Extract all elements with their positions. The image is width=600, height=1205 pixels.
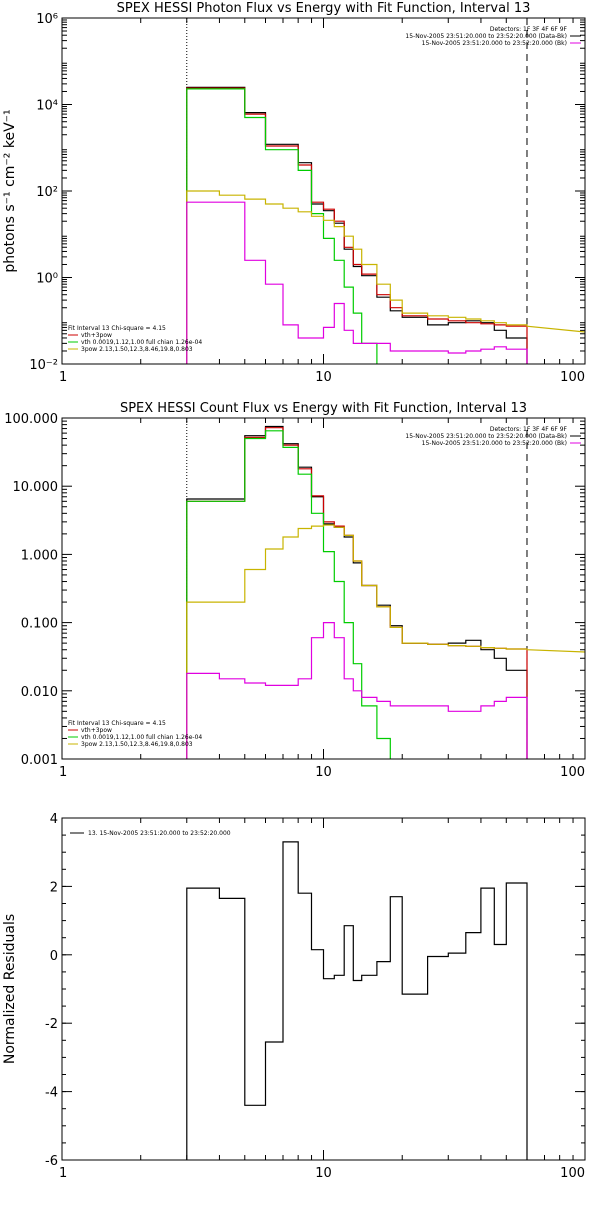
x-tick-label: 100: [560, 1166, 585, 1181]
y-axis-label: Normalized Residuals: [2, 914, 18, 1064]
x-tick-label: 1: [59, 370, 67, 385]
x-tick-label: 1: [59, 765, 67, 780]
legend-entry: 15-Nov-2005 23:51:20.000 to 23:52:20.000…: [405, 433, 567, 440]
legend-entry: vth 0.0019,1.12,1.00 full chian 1.26e-04: [81, 734, 202, 741]
detectors-legend-header: Detectors: 1F 3F 4F 6F 9F: [490, 426, 568, 433]
chart-title: SPEX HESSI Count Flux vs Energy with Fit…: [120, 401, 527, 416]
chart-panel-2: SPEX HESSI Count Flux vs Energy with Fit…: [4, 401, 586, 780]
y-axis-label: photons s⁻¹ cm⁻² keV⁻¹: [2, 109, 18, 272]
y-tick-label: 2: [50, 880, 58, 895]
x-tick-label: 10: [315, 765, 332, 780]
series-fit-total: [186, 427, 528, 759]
x-tick-label: 1: [59, 1166, 67, 1181]
x-tick-label: 10: [315, 1166, 332, 1181]
chart-title: SPEX HESSI Photon Flux vs Energy with Fi…: [117, 1, 531, 16]
series-thermal: [186, 430, 391, 759]
legend-entry: 15-Nov-2005 23:51:20.000 to 23:52:20.000…: [422, 40, 567, 47]
fit-legend-header: Fit Interval 13 Chi-square = 4.15: [68, 720, 166, 727]
legend-entry: 15-Nov-2005 23:51:20.000 to 23:52:20.000…: [405, 33, 567, 40]
y-tick-label: 10⁻²: [29, 358, 58, 373]
y-tick-label: 10²: [36, 185, 58, 200]
y-tick-label: 10⁰: [36, 272, 58, 287]
y-tick-label: 0.010: [21, 685, 58, 700]
detectors-legend-header: Detectors: 1F 3F 4F 6F 9F: [490, 26, 568, 33]
y-tick-label: 10⁴: [36, 99, 58, 114]
series-nonthermal: [186, 190, 585, 364]
plot-frame: [61, 17, 586, 365]
y-tick-label: 1.000: [21, 548, 58, 563]
y-tick-label: -2: [45, 1017, 58, 1032]
y-tick-label: -6: [45, 1154, 58, 1169]
fit-legend-header: Fit Interval 13 Chi-square = 4.15: [68, 325, 166, 332]
series-data: [186, 425, 528, 759]
x-tick-label: 100: [560, 765, 585, 780]
y-tick-label: -4: [45, 1086, 58, 1101]
y-tick-label: 0.001: [21, 753, 58, 768]
series-nonthermal: [186, 524, 585, 759]
y-tick-label: 0.100: [21, 617, 58, 632]
y-tick-label: 100.000: [4, 412, 58, 427]
chart-panel-1: SPEX HESSI Photon Flux vs Energy with Fi…: [2, 1, 586, 385]
chart-panel-3: Normalized Residuals 1 10 100 -6 -4 -2 0 2 4 13. 1…: [2, 812, 586, 1181]
y-tick-label: 4: [50, 812, 58, 827]
legend-entry: vth 0.0019,1.12,1.00 full chian 1.26e-04: [81, 339, 202, 346]
plot-frame: [61, 417, 586, 760]
series-residuals: [186, 841, 528, 1160]
x-tick-label: 100: [560, 370, 585, 385]
series-background: [186, 201, 528, 364]
y-tick-label: 10.000: [13, 480, 59, 495]
y-tick-label: 0: [50, 949, 58, 964]
legend-entry: 15-Nov-2005 23:51:20.000 to 23:52:20.000…: [422, 440, 567, 447]
legend-entry: 13. 15-Nov-2005 23:51:20.000 to 23:52:20…: [88, 830, 231, 837]
legend-entry: 3pow 2.13,1.50,12.3,8.46,19.8,0.803: [81, 741, 193, 748]
series-background: [186, 622, 528, 759]
legend-entry: 3pow 2.13,1.50,12.3,8.46,19.8,0.803: [81, 346, 193, 353]
series-thermal: [186, 88, 391, 364]
series-fit-total: [186, 87, 528, 364]
legend-entry: vth+3pow: [81, 332, 112, 339]
y-tick-label: 10⁶: [36, 12, 58, 27]
legend-entry: vth+3pow: [81, 727, 112, 734]
series-group: [186, 425, 585, 759]
series-group: [186, 86, 585, 364]
x-tick-label: 10: [315, 370, 332, 385]
plot-frame: [61, 817, 586, 1161]
series-group: [186, 841, 528, 1160]
